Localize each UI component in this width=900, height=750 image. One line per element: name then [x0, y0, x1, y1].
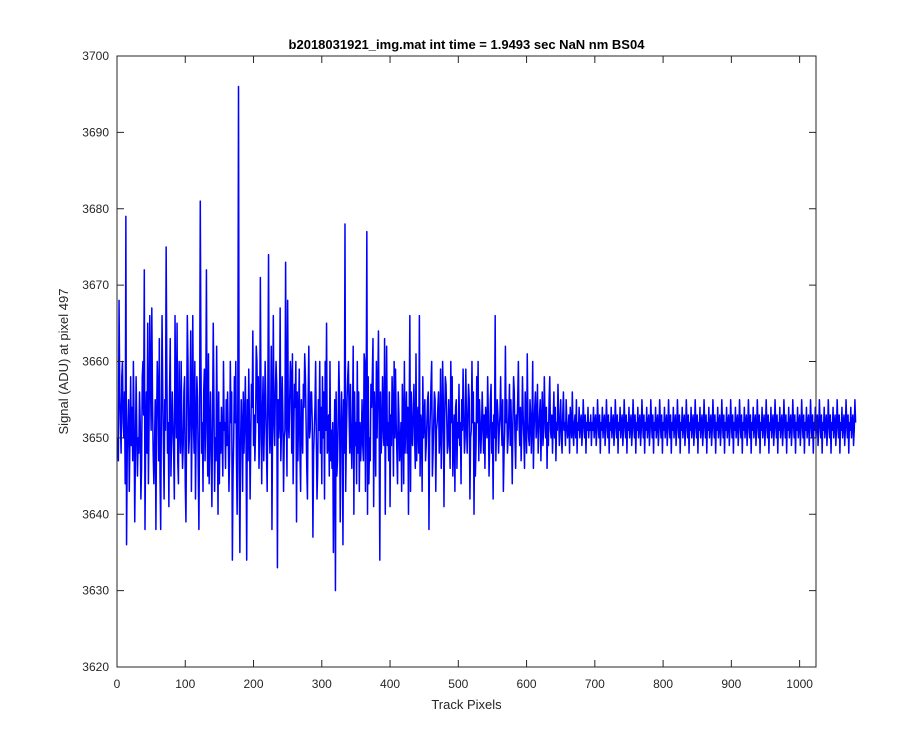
- y-tick-label: 3670: [82, 278, 109, 292]
- x-tick-label: 1000: [786, 677, 813, 691]
- plot-area: [117, 56, 816, 667]
- y-tick-label: 3630: [82, 584, 109, 598]
- y-tick-label: 3690: [82, 125, 109, 139]
- x-tick-label: 0: [114, 677, 121, 691]
- x-tick-label: 500: [448, 677, 468, 691]
- x-tick-label: 400: [380, 677, 400, 691]
- y-tick-label: 3640: [82, 507, 109, 521]
- y-tick-label: 3660: [82, 355, 109, 369]
- y-tick-label: 3700: [82, 49, 109, 63]
- x-tick-label: 900: [721, 677, 741, 691]
- series-line-0: [116, 85, 857, 592]
- y-tick-label: 3680: [82, 202, 109, 216]
- x-tick-label: 600: [517, 677, 537, 691]
- y-tick-label: 3620: [82, 660, 109, 674]
- x-tick-label: 800: [653, 677, 673, 691]
- x-tick-label: 200: [244, 677, 264, 691]
- x-tick-label: 300: [312, 677, 332, 691]
- x-tick-label: 100: [175, 677, 195, 691]
- y-axis-label: Signal (ADU) at pixel 497: [56, 289, 71, 435]
- chart-title: b2018031921_img.mat int time = 1.9493 se…: [289, 37, 646, 52]
- y-tick-label: 3650: [82, 431, 109, 445]
- x-axis-label: Track Pixels: [431, 697, 502, 712]
- x-tick-label: 700: [585, 677, 605, 691]
